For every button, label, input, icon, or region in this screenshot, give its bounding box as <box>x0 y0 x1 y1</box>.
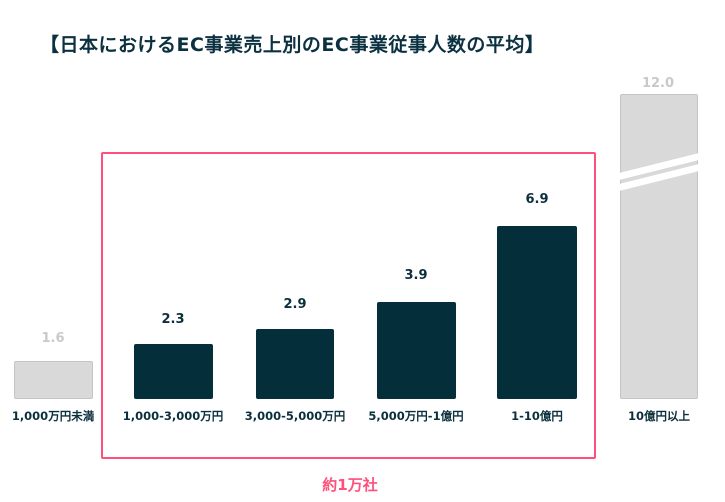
bar-value-label: 2.3 <box>161 312 185 327</box>
category-label: 3,000-5,000万円 <box>244 409 346 423</box>
bar-1-10oku <box>497 226 577 399</box>
bar-5000man-1oku <box>377 302 456 399</box>
bar-value-label: 1.6 <box>41 331 65 346</box>
bar-value-label: 12.0 <box>641 76 675 91</box>
category-label: 1,000万円未満 <box>11 409 95 423</box>
category-label: 10億円以上 <box>627 409 690 423</box>
category-label: 5,000万円-1億円 <box>368 409 464 423</box>
bar-1000-3000man <box>134 344 213 399</box>
category-label: 1-10億円 <box>511 409 563 423</box>
highlight-box <box>101 152 596 459</box>
bar-1000man-miman <box>14 361 93 399</box>
bar-value-label: 3.9 <box>404 268 428 283</box>
bar-value-label: 2.9 <box>283 297 307 312</box>
category-label: 1,000-3,000万円 <box>122 409 224 423</box>
bar-value-label: 6.9 <box>525 192 549 207</box>
chart-title: 【日本におけるEC事業売上別のEC事業従事人数の平均】 <box>40 34 545 56</box>
bar-3000-5000man <box>256 329 334 399</box>
highlight-annotation: 約1万社 <box>322 476 378 494</box>
bar-10oku-ijo <box>620 94 698 399</box>
